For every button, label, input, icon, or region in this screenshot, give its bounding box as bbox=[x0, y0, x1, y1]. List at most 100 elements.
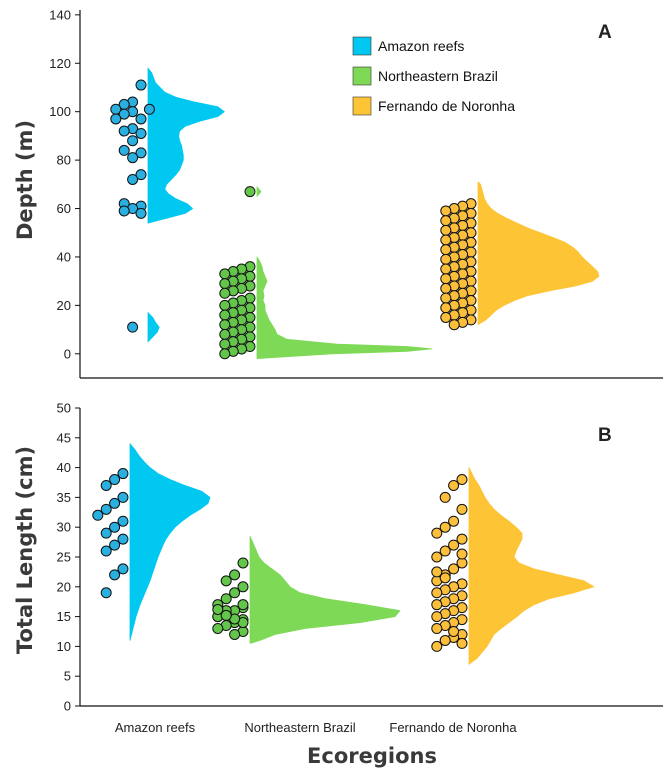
y-tick-label: 15 bbox=[57, 609, 71, 624]
y-tick-label: 10 bbox=[57, 639, 71, 654]
panel-a-density-amazon-reefs-lobe-2 bbox=[147, 67, 225, 224]
panel-a-point-fernando-de-noronha bbox=[440, 311, 452, 323]
panel-a-point-fernando-de-noronha bbox=[440, 273, 452, 285]
panel-a-point-northeastern-brazil bbox=[219, 287, 231, 299]
panel-a-point-amazon-reefs bbox=[143, 103, 155, 115]
x-category-label-amazon-reefs: Amazon reefs bbox=[115, 720, 196, 735]
panel-b-point-fernando-de-noronha bbox=[448, 563, 460, 575]
panel-a-point-northeastern-brazil bbox=[244, 186, 256, 198]
panel-b-point-northeastern-brazil bbox=[229, 587, 241, 599]
panel-b-y-axis-title: Total Length (cm) bbox=[13, 446, 37, 654]
panel-b-density-fernando-de-noronha bbox=[468, 467, 595, 665]
panel-b-point-fernando-de-noronha bbox=[431, 527, 443, 539]
panel-b-point-fernando-de-noronha bbox=[431, 587, 443, 599]
panel-a-point-fernando-de-noronha bbox=[440, 234, 452, 246]
panel-b-letter: B bbox=[598, 425, 612, 446]
legend-label-amazon-reefs: Amazon reefs bbox=[378, 38, 464, 54]
panel-a-point-fernando-de-noronha bbox=[440, 302, 452, 314]
y-tick-label: 30 bbox=[57, 520, 71, 535]
panel-b-point-fernando-de-noronha bbox=[456, 548, 468, 560]
y-tick-label: 20 bbox=[57, 298, 71, 313]
panel-a-density-layer bbox=[147, 67, 600, 359]
panel-a-point-amazon-reefs bbox=[118, 205, 130, 217]
panel-a-point-amazon-reefs bbox=[110, 113, 122, 125]
panel-b-point-fernando-de-noronha bbox=[439, 572, 451, 584]
panel-a-point-northeastern-brazil bbox=[219, 309, 231, 321]
panel-a-point-layer bbox=[110, 79, 477, 360]
y-tick-label: 100 bbox=[49, 104, 71, 119]
panel-b-point-amazon-reefs bbox=[100, 503, 112, 515]
panel-a-point-amazon-reefs bbox=[118, 108, 130, 120]
panel-a-point-fernando-de-noronha bbox=[440, 292, 452, 304]
panel-b-point-fernando-de-noronha bbox=[431, 599, 443, 611]
panel-b-density-layer bbox=[129, 443, 595, 665]
panel-b-point-fernando-de-noronha bbox=[439, 521, 451, 533]
panel-a-point-northeastern-brazil bbox=[219, 348, 231, 360]
panel-b-point-fernando-de-noronha bbox=[456, 503, 468, 515]
panel-a-point-fernando-de-noronha bbox=[440, 205, 452, 217]
panel-b-point-fernando-de-noronha bbox=[439, 545, 451, 557]
panel-a-point-fernando-de-noronha bbox=[440, 244, 452, 256]
panel-b-point-amazon-reefs bbox=[109, 497, 121, 509]
panel-b-point-amazon-reefs bbox=[117, 515, 129, 527]
panel-a-point-amazon-reefs bbox=[135, 127, 147, 139]
legend: Amazon reefs Northeastern Brazil Fernand… bbox=[352, 36, 515, 116]
panel-a-density-northeastern-brazil-lobe-1 bbox=[256, 256, 433, 359]
panel-b-point-amazon-reefs bbox=[92, 509, 104, 521]
panel-b-point-layer bbox=[92, 468, 468, 652]
legend-swatch-fernando-de-noronha bbox=[352, 96, 372, 116]
panel-b-point-fernando-de-noronha bbox=[448, 626, 460, 637]
y-tick-label: 50 bbox=[57, 401, 71, 416]
panel-b-point-northeastern-brazil bbox=[229, 569, 241, 581]
panel-b-point-fernando-de-noronha bbox=[448, 539, 460, 551]
y-tick-label: 20 bbox=[57, 579, 71, 594]
panel-b-point-amazon-reefs bbox=[109, 539, 121, 551]
panel-a-point-amazon-reefs bbox=[118, 144, 130, 156]
legend-swatch-northeastern-brazil bbox=[352, 66, 372, 86]
panel-b-point-fernando-de-noronha bbox=[431, 611, 443, 623]
panel-b-point-amazon-reefs bbox=[117, 533, 129, 545]
panel-a-point-amazon-reefs bbox=[127, 135, 139, 147]
y-tick-label: 0 bbox=[64, 346, 71, 361]
panel-a-point-fernando-de-noronha bbox=[440, 282, 452, 294]
panel-b-point-northeastern-brazil bbox=[212, 603, 224, 615]
panel-a-density-fernando-de-noronha bbox=[477, 181, 600, 326]
panel-a-y-axis-title: Depth (m) bbox=[13, 120, 37, 240]
x-axis-title: Ecoregions bbox=[307, 744, 437, 768]
panel-b-point-amazon-reefs bbox=[109, 521, 121, 533]
panel-b-point-amazon-reefs bbox=[109, 569, 121, 581]
panel-a-point-northeastern-brazil bbox=[219, 319, 231, 331]
panel-a-point-northeastern-brazil bbox=[219, 338, 231, 350]
panel-a-point-fernando-de-noronha bbox=[440, 263, 452, 275]
panel-b-point-fernando-de-noronha bbox=[431, 623, 443, 635]
panel-a-point-amazon-reefs bbox=[127, 321, 139, 333]
panel-b-point-northeastern-brazil bbox=[220, 609, 232, 621]
panel-a-point-amazon-reefs bbox=[135, 169, 147, 181]
panel-b-point-fernando-de-noronha bbox=[431, 551, 443, 563]
panel-b-point-fernando-de-noronha bbox=[439, 491, 451, 503]
panel-b-point-fernando-de-noronha bbox=[456, 474, 468, 486]
panel-b-point-fernando-de-noronha bbox=[439, 634, 451, 646]
panel-b-point-northeastern-brazil bbox=[237, 599, 249, 611]
panel-a-point-amazon-reefs bbox=[135, 207, 147, 219]
panel-a-point-fernando-de-noronha bbox=[440, 253, 452, 265]
panel-b-point-fernando-de-noronha bbox=[448, 515, 460, 527]
y-tick-label: 120 bbox=[49, 56, 71, 71]
panel-a-point-amazon-reefs bbox=[135, 79, 147, 91]
panel-b-point-amazon-reefs bbox=[117, 491, 129, 503]
panel-a-point-northeastern-brazil bbox=[219, 299, 231, 311]
panel-b-point-amazon-reefs bbox=[100, 527, 112, 539]
x-category-label-northeastern-brazil: Northeastern Brazil bbox=[244, 720, 355, 735]
panel-b-point-northeastern-brazil bbox=[237, 557, 249, 569]
x-category-label-fernando-de-noronha: Fernando de Noronha bbox=[389, 720, 517, 735]
panel-b-point-amazon-reefs bbox=[117, 563, 129, 575]
panel-b-point-fernando-de-noronha bbox=[431, 566, 443, 578]
panel-a-point-amazon-reefs bbox=[135, 147, 147, 159]
panel-a-point-northeastern-brazil bbox=[219, 268, 231, 280]
panel-a-density-amazon-reefs-lobe-1 bbox=[147, 312, 160, 343]
panel-a-point-northeastern-brazil bbox=[219, 278, 231, 290]
y-tick-label: 40 bbox=[57, 249, 71, 264]
panel-b-point-northeastern-brazil bbox=[237, 581, 249, 593]
panel-b-density-northeastern-brazil bbox=[249, 535, 401, 644]
